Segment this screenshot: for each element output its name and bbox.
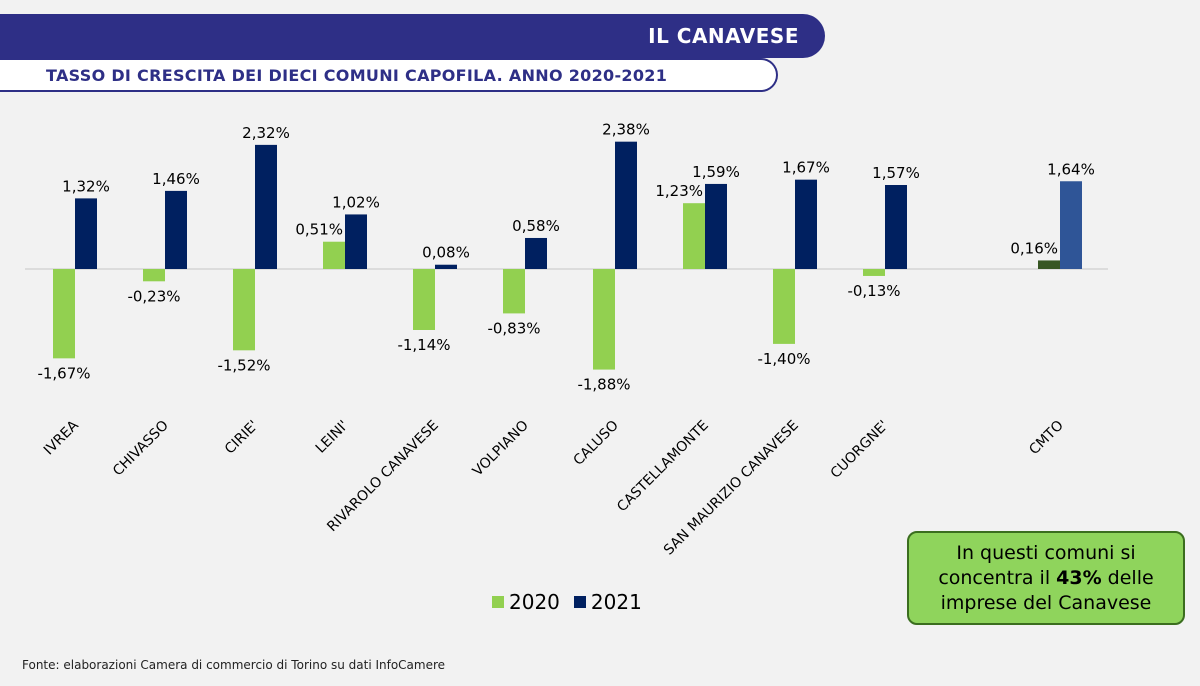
bar-2020-8 (773, 269, 795, 344)
data-label-2021-2: 2,32% (242, 124, 290, 142)
data-label-2020-4: -1,14% (397, 336, 450, 354)
bar-2020-1 (143, 269, 165, 282)
data-label-2021-8: 1,67% (782, 159, 830, 177)
bar-2020-6 (593, 269, 615, 370)
legend-label-2021: 2021 (590, 590, 642, 614)
header-banner: IL CANAVESE (0, 14, 825, 58)
data-label-2020-1: -0,23% (127, 287, 180, 305)
bar-2021-6 (615, 141, 637, 269)
source-footnote: Fonte: elaborazioni Camera di commercio … (22, 658, 446, 672)
category-label-5: VOLPIANO (470, 418, 532, 480)
bar-2021-1 (165, 190, 187, 269)
subtitle-box: TASSO DI CRESCITA DEI DIECI COMUNI CAPOF… (0, 58, 778, 92)
data-label-2020-7: 1,23% (655, 182, 703, 200)
bar-2021-3 (345, 214, 367, 269)
category-label-3: LEINI' (313, 418, 352, 457)
category-label-2: CIRIE' (222, 418, 262, 458)
data-label-2021-0: 1,32% (62, 177, 110, 195)
legend-label-2020: 2020 (509, 590, 560, 614)
data-label-2020-0: -1,67% (37, 364, 90, 382)
bar-2021-8 (795, 179, 817, 269)
bar-2020-4 (413, 269, 435, 330)
chart-legend: 2020 2021 (492, 590, 656, 614)
bar-2021-0 (75, 198, 97, 269)
bar-2021-2 (255, 144, 277, 269)
category-label-6: CALUSO (570, 418, 621, 469)
data-label-2021-7: 1,59% (692, 163, 740, 181)
bar-2020-10 (1038, 260, 1060, 269)
note-line-2-suffix: delle (1101, 567, 1154, 589)
data-label-2021-6: 2,38% (602, 121, 650, 139)
bar-2021-4 (435, 264, 457, 269)
legend-item-2020: 2020 (492, 590, 560, 614)
data-label-2020-9: -0,13% (847, 282, 900, 300)
bar-2021-5 (525, 237, 547, 269)
bar-2020-0 (53, 269, 75, 359)
data-label-2021-1: 1,46% (152, 170, 200, 188)
category-label-9: CUORGNE' (828, 418, 892, 482)
category-label-1: CHIVASSO (110, 418, 172, 480)
note-line-2-prefix: concentra il (938, 567, 1057, 589)
category-label-0: IVREA (41, 417, 82, 458)
bar-2020-5 (503, 269, 525, 314)
note-percentage: 43% (1056, 567, 1102, 589)
bar-2021-9 (885, 185, 907, 269)
chart-title: TASSO DI CRESCITA DEI DIECI COMUNI CAPOF… (46, 66, 668, 85)
data-label-2020-5: -0,83% (487, 319, 540, 337)
data-label-2020-2: -1,52% (217, 356, 270, 374)
data-label-2021-3: 1,02% (332, 193, 380, 211)
bar-2021-10 (1060, 181, 1082, 269)
legend-swatch-2021 (573, 596, 586, 608)
bar-2020-2 (233, 269, 255, 351)
bar-2020-3 (323, 241, 345, 269)
data-label-2020-10: 0,16% (1010, 239, 1058, 257)
legend-swatch-2020 (492, 596, 504, 608)
highlight-note: In questi comuni si concentra il 43% del… (907, 531, 1185, 625)
note-line-1: In questi comuni si (956, 542, 1136, 564)
bar-2020-7 (683, 203, 705, 269)
note-line-2: concentra il 43% delle (909, 566, 1183, 591)
bar-2021-7 (705, 183, 727, 269)
page-title: IL CANAVESE (648, 24, 799, 48)
data-label-2021-5: 0,58% (512, 217, 560, 235)
legend-item-2021: 2021 (573, 590, 642, 614)
category-label-7: CASTELLAMONTE (614, 418, 712, 516)
note-line-3: imprese del Canavese (940, 592, 1152, 614)
data-label-2020-6: -1,88% (577, 376, 630, 394)
data-label-2021-10: 1,64% (1047, 160, 1095, 178)
data-label-2020-8: -1,40% (757, 350, 810, 368)
bar-2020-9 (863, 269, 885, 276)
data-label-2021-9: 1,57% (872, 164, 920, 182)
category-label-10: CMTO (1026, 418, 1067, 459)
data-label-2021-4: 0,08% (422, 244, 470, 262)
data-label-2020-3: 0,51% (295, 221, 343, 239)
